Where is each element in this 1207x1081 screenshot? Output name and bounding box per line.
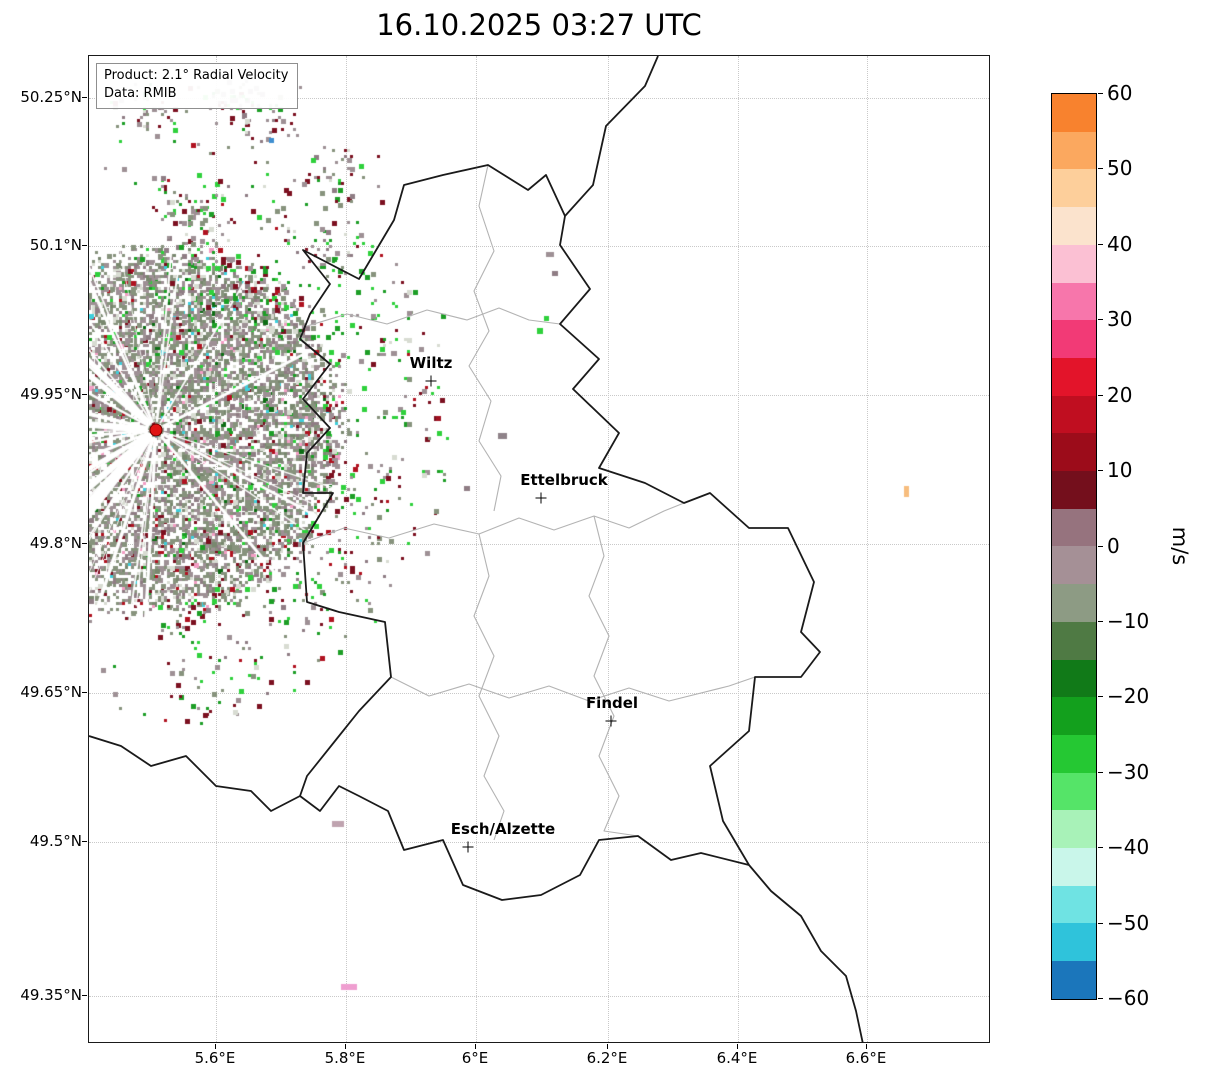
velocity-colorbar xyxy=(1051,93,1097,1000)
y-tick-label: 49.35°N xyxy=(20,986,82,1004)
y-tick-mark xyxy=(82,995,87,996)
x-tick-label: 6.2°E xyxy=(586,1049,628,1067)
colorbar-segment xyxy=(1052,810,1096,849)
border-south-france xyxy=(89,735,750,901)
y-tick-mark xyxy=(82,692,87,693)
colorbar-segment xyxy=(1052,546,1096,585)
colorbar-segment xyxy=(1052,282,1096,321)
product-info-line2: Data: RMIB xyxy=(104,86,177,102)
y-tick-mark xyxy=(82,245,87,246)
colorbar-tick-label: 60 xyxy=(1107,81,1133,105)
colorbar-tick-mark xyxy=(1098,93,1103,94)
colorbar-tick-label: −50 xyxy=(1107,910,1150,935)
colorbar-segment xyxy=(1052,357,1096,396)
radar-site-marker xyxy=(149,423,163,437)
colorbar-tick-mark xyxy=(1098,922,1103,924)
colorbar-segment xyxy=(1052,471,1096,509)
x-tick-label: 5.8°E xyxy=(324,1049,366,1067)
map-plot-area: Product: 2.1° Radial Velocity Data: RMIB… xyxy=(88,55,990,1043)
y-tick-label: 49.65°N xyxy=(20,683,82,701)
y-tick-label: 49.5°N xyxy=(29,832,82,850)
colorbar-segment xyxy=(1052,207,1096,245)
y-tick-label: 50.1°N xyxy=(29,236,82,254)
colorbar-tick-mark xyxy=(1098,470,1103,472)
x-tick-label: 6°E xyxy=(461,1049,489,1067)
colorbar-tick-label: 0 xyxy=(1107,533,1120,558)
city-marker-icon xyxy=(535,492,547,504)
border-west-belgium xyxy=(299,164,566,797)
colorbar-tick-label: 50 xyxy=(1107,156,1133,181)
city-marker-icon xyxy=(462,841,474,853)
y-tick-label: 49.8°N xyxy=(29,534,82,552)
colorbar-segment xyxy=(1052,94,1096,132)
y-tick-mark xyxy=(82,394,87,395)
colorbar-tick-mark xyxy=(1098,696,1103,698)
colorbar-tick-label: −20 xyxy=(1107,684,1150,709)
city-label: Wiltz xyxy=(409,354,453,372)
colorbar-unit-label: m/s xyxy=(1168,526,1192,566)
city-label: Findel xyxy=(585,694,639,712)
colorbar-segment xyxy=(1052,621,1096,660)
country-borders-svg xyxy=(89,56,864,1042)
x-tick-mark xyxy=(345,1044,346,1049)
colorbar-tick-mark xyxy=(1098,394,1103,396)
city-label: Ettelbruck xyxy=(520,471,608,489)
y-tick-label: 49.95°N xyxy=(20,385,82,403)
colorbar-segment xyxy=(1052,923,1096,962)
city-label: Esch/Alzette xyxy=(450,820,556,838)
colorbar-tick-mark xyxy=(1098,620,1103,622)
colorbar-tick-label: −60 xyxy=(1107,986,1150,1010)
x-tick-mark xyxy=(866,1044,867,1049)
colorbar-tick-mark xyxy=(1098,243,1103,245)
figure-title: 16.10.2025 03:27 UTC xyxy=(376,8,702,42)
colorbar-segment xyxy=(1052,848,1096,886)
colorbar-tick-label: 30 xyxy=(1107,307,1133,332)
colorbar-tick-mark xyxy=(1098,771,1103,773)
colorbar-segment xyxy=(1052,131,1096,170)
city-marker-icon xyxy=(605,715,617,727)
x-tick-mark xyxy=(737,1044,738,1049)
colorbar-segment xyxy=(1052,659,1096,698)
district-boundaries xyxy=(302,164,756,841)
colorbar-segment xyxy=(1052,772,1096,811)
x-tick-mark xyxy=(475,1044,476,1049)
colorbar-tick-mark xyxy=(1098,545,1103,547)
x-tick-mark xyxy=(607,1044,608,1049)
colorbar-segment xyxy=(1052,433,1096,472)
colorbar-tick-label: 40 xyxy=(1107,231,1133,256)
colorbar-segment xyxy=(1052,508,1096,547)
colorbar-tick-label: −30 xyxy=(1107,759,1150,784)
colorbar-segment xyxy=(1052,961,1096,999)
y-tick-mark xyxy=(82,543,87,544)
x-tick-label: 6.6°E xyxy=(845,1049,887,1067)
border-east-germany xyxy=(559,56,864,1042)
colorbar-segment xyxy=(1052,320,1096,358)
colorbar-segment xyxy=(1052,584,1096,622)
colorbar-tick-mark xyxy=(1098,319,1103,321)
radar-velocity-scatter-canvas xyxy=(89,56,989,1042)
y-tick-label: 50.25°N xyxy=(20,88,82,106)
product-info-line1: Product: 2.1° Radial Velocity xyxy=(104,68,289,83)
colorbar-tick-label: 20 xyxy=(1107,382,1133,407)
y-tick-mark xyxy=(82,841,87,842)
colorbar-tick-mark xyxy=(1098,168,1103,170)
y-tick-mark xyxy=(82,97,87,98)
x-tick-label: 6.4°E xyxy=(716,1049,758,1067)
colorbar-tick-mark xyxy=(1098,998,1103,999)
colorbar-segment xyxy=(1052,734,1096,773)
colorbar-tick-label: −40 xyxy=(1107,835,1150,860)
colorbar-tick-label: −10 xyxy=(1107,608,1150,633)
city-marker-icon xyxy=(425,375,437,387)
x-tick-mark xyxy=(215,1044,216,1049)
product-info-box: Product: 2.1° Radial Velocity Data: RMIB xyxy=(96,63,299,110)
colorbar-segment xyxy=(1052,395,1096,434)
colorbar-segment xyxy=(1052,244,1096,283)
x-tick-label: 5.6°E xyxy=(194,1049,236,1067)
colorbar-segment xyxy=(1052,885,1096,924)
colorbar-segment xyxy=(1052,697,1096,735)
colorbar-segment xyxy=(1052,169,1096,208)
colorbar-tick-mark xyxy=(1098,847,1103,849)
colorbar-tick-label: 10 xyxy=(1107,458,1133,483)
